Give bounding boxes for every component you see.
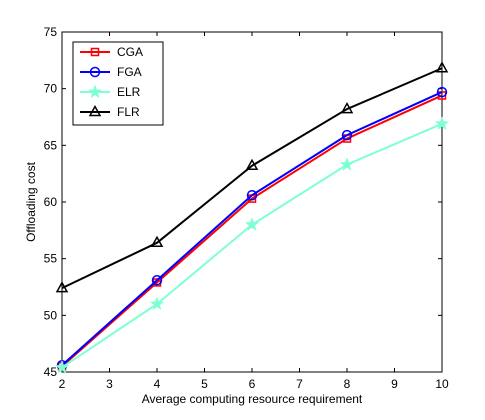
data-point-elr bbox=[149, 296, 165, 311]
x-tick-label: 10 bbox=[435, 377, 449, 391]
x-tick-label: 8 bbox=[344, 377, 351, 391]
legend-marker-elr bbox=[87, 84, 103, 99]
data-point-elr bbox=[434, 116, 450, 130]
x-tick-label: 3 bbox=[106, 377, 113, 391]
series-flr bbox=[55, 61, 449, 293]
x-tick-label: 4 bbox=[154, 377, 161, 391]
y-axis-ticks: 45 50 55 60 65 70 75 bbox=[44, 25, 442, 379]
y-tick-label: 70 bbox=[44, 82, 58, 96]
legend-label-cga: CGA bbox=[117, 45, 143, 59]
data-point-fga bbox=[246, 189, 258, 201]
data-point-flr bbox=[435, 61, 449, 73]
data-point-fga bbox=[436, 86, 448, 98]
x-tick-label: 2 bbox=[59, 377, 66, 391]
data-point-elr bbox=[54, 360, 70, 374]
data-point-flr bbox=[340, 102, 354, 114]
x-tick-label: 5 bbox=[201, 377, 208, 391]
data-point-fga bbox=[341, 129, 353, 141]
legend-marker-fga bbox=[89, 66, 101, 78]
x-axis-ticks: 2 3 4 5 6 7 8 9 10 bbox=[59, 32, 449, 391]
y-tick-label: 75 bbox=[44, 25, 58, 39]
legend-marker-cga bbox=[90, 47, 100, 57]
legend-item-fga: FGA bbox=[80, 65, 142, 79]
y-axis-title: Offloading cost bbox=[24, 161, 38, 241]
data-point-elr bbox=[339, 157, 355, 171]
x-tick-label: 7 bbox=[296, 377, 303, 391]
legend-label-flr: FLR bbox=[117, 105, 140, 119]
y-tick-label: 50 bbox=[44, 308, 58, 322]
series-line-fga bbox=[61, 91, 443, 366]
data-point-elr bbox=[244, 217, 260, 231]
x-axis-title: Average computing resource requirement bbox=[142, 392, 363, 406]
legend-item-flr: FLR bbox=[80, 104, 140, 119]
data-point-flr bbox=[150, 235, 164, 248]
series-line-flr bbox=[61, 67, 443, 290]
series-elr bbox=[54, 116, 450, 374]
legend-item-elr: ELR bbox=[80, 84, 141, 99]
legend-label-elr: ELR bbox=[117, 85, 141, 99]
y-tick-label: 55 bbox=[44, 252, 58, 266]
x-tick-label: 6 bbox=[249, 377, 256, 391]
legend-label-fga: FGA bbox=[117, 65, 142, 79]
data-point-flr bbox=[245, 158, 259, 170]
series-layer bbox=[54, 61, 450, 374]
y-tick-label: 65 bbox=[44, 138, 58, 152]
data-point-flr bbox=[55, 281, 69, 293]
x-tick-label: 9 bbox=[391, 377, 398, 391]
series-line-cga bbox=[61, 94, 443, 368]
y-tick-label: 60 bbox=[44, 195, 58, 209]
legend-item-cga: CGA bbox=[80, 45, 143, 59]
legend: CGA FGA ELR FLR bbox=[72, 41, 164, 126]
data-point-fga bbox=[151, 274, 163, 286]
legend-marker-flr bbox=[88, 104, 102, 117]
y-tick-label: 45 bbox=[44, 365, 58, 379]
